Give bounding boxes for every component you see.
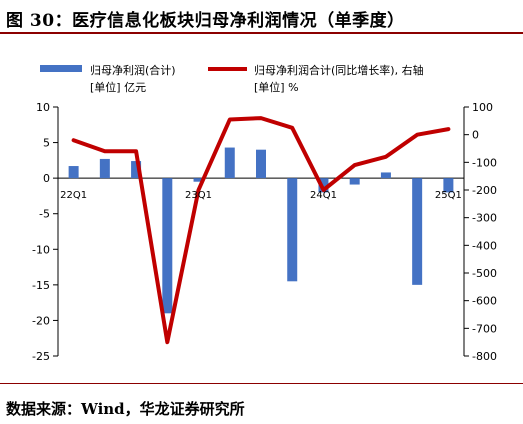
right-axis-tick-label: -300 — [472, 212, 497, 225]
left-axis-tick-label: -10 — [32, 243, 50, 256]
source-divider — [0, 383, 523, 384]
bar — [68, 166, 79, 179]
bar — [224, 147, 235, 179]
title-divider — [0, 32, 523, 34]
legend-bar-label: 归母净利润(合计) — [90, 63, 176, 77]
right-axis-tick-label: -500 — [472, 267, 497, 280]
x-tick-label: 23Q1 — [185, 190, 212, 201]
line-point — [134, 149, 138, 153]
right-axis-tick-label: -800 — [472, 350, 497, 363]
left-axis-tick-label: -25 — [32, 350, 50, 363]
right-axis-tick-label: -200 — [472, 184, 497, 197]
line-point — [197, 188, 201, 192]
x-tick-labels: 22Q1 23Q1 24Q1 25Q1 — [60, 190, 462, 201]
line-point — [72, 138, 76, 142]
legend: 归母净利润(合计) [单位] 亿元 归母净利润合计(同比增长率), 右轴 [单位… — [40, 63, 424, 94]
figure-title: 图 30：医疗信息化板块归母净利润情况（单季度） — [6, 11, 405, 31]
x-tick-label: 25Q1 — [435, 190, 462, 201]
legend-line-unit: [单位] % — [254, 80, 299, 94]
right-axis-tick-label: 100 — [472, 101, 493, 114]
bar — [349, 178, 360, 185]
bar — [412, 178, 423, 285]
right-axis-tick-label: -100 — [472, 156, 497, 169]
bar — [380, 172, 391, 179]
legend-line-label: 归母净利润合计(同比增长率), 右轴 — [254, 63, 424, 77]
line-point — [384, 155, 388, 159]
bar — [318, 178, 329, 193]
line-series — [71, 116, 451, 345]
line-point — [103, 149, 107, 153]
left-axis-tick-label: -20 — [32, 314, 50, 327]
left-axis-tick-label: 5 — [43, 137, 50, 150]
line-point — [353, 163, 357, 167]
bar-series — [68, 147, 454, 314]
line-point — [259, 116, 263, 120]
right-axis-tick-label: -400 — [472, 239, 497, 252]
right-axis-tick-label: -600 — [472, 295, 497, 308]
bar — [162, 178, 173, 314]
right-axis-tick-label: 0 — [472, 129, 479, 142]
bar — [256, 149, 266, 179]
line-point — [446, 127, 450, 131]
axes: 10 5 0 -5 -10 -15 -20 -25 100 0 -100 -200 -300 -400 -5… — [32, 101, 497, 363]
x-tick-label: 22Q1 — [60, 190, 87, 201]
bar — [443, 178, 454, 193]
legend-bar-swatch — [40, 65, 82, 72]
bar — [193, 178, 204, 182]
line-point — [415, 133, 419, 137]
line-point — [228, 117, 232, 121]
legend-bar-unit: [单位] 亿元 — [90, 80, 146, 94]
x-tick-label: 24Q1 — [310, 190, 337, 201]
bar — [131, 161, 142, 179]
right-axis-tick-label: -700 — [472, 322, 497, 335]
left-axis-tick-label: -5 — [39, 208, 50, 221]
line-point — [165, 340, 169, 344]
left-axis-tick-label: 0 — [43, 172, 50, 185]
line-point — [321, 188, 325, 192]
left-axis-tick-label: -15 — [32, 279, 50, 292]
line-point — [290, 126, 294, 130]
bar — [287, 178, 298, 282]
left-axis-tick-label: 10 — [36, 101, 50, 114]
source-note: 数据来源：Wind，华龙证券研究所 — [6, 400, 245, 418]
bar — [99, 158, 110, 179]
